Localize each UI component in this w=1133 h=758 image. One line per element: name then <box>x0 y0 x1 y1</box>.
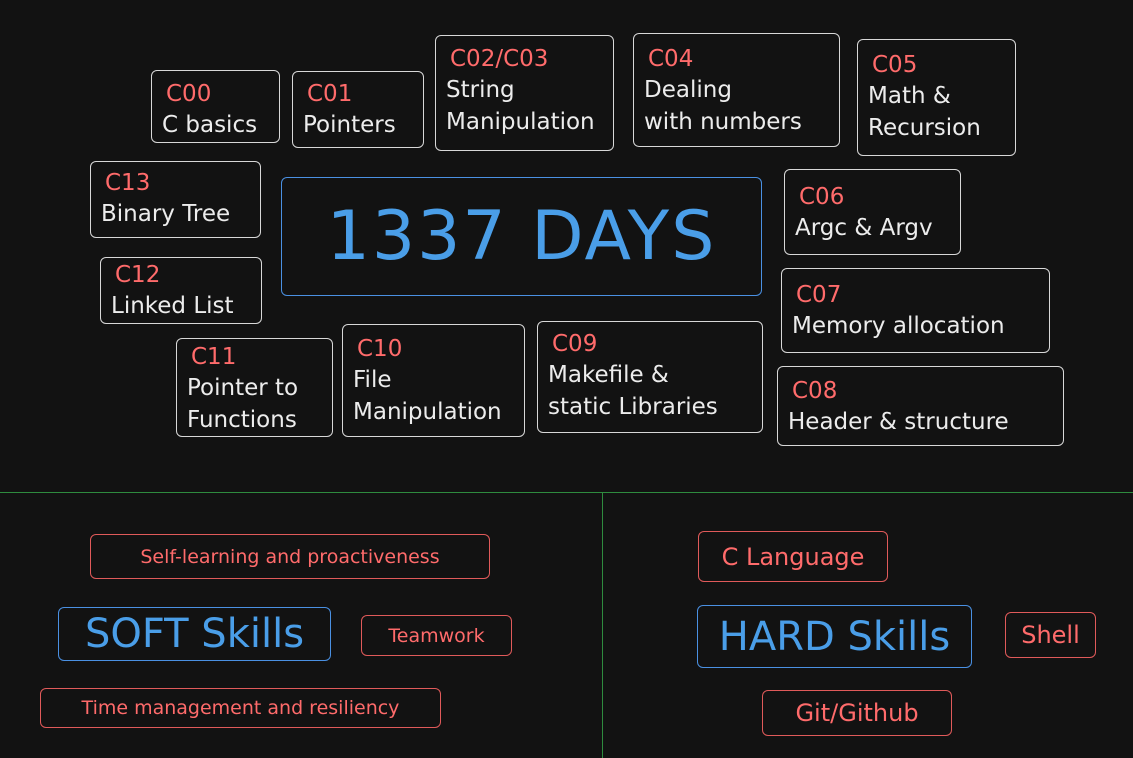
module-code: C00 <box>166 81 212 107</box>
module-code: C01 <box>307 81 353 107</box>
hard-skills-heading: HARD Skills <box>697 605 972 668</box>
module-title-line-2: static Libraries <box>548 394 718 420</box>
module-c02-c03: C02/C03 String Manipulation <box>435 35 614 151</box>
module-title: Memory allocation <box>792 313 1005 339</box>
section-divider-horizontal <box>0 492 1133 493</box>
module-title-line-2: Functions <box>187 407 297 433</box>
module-c13: C13 Binary Tree <box>90 161 261 238</box>
soft-skill-teamwork: Teamwork <box>361 615 512 656</box>
hard-skill-shell: Shell <box>1005 612 1096 658</box>
module-c09: C09 Makefile & static Libraries <box>537 321 763 433</box>
module-c06: C06 Argc & Argv <box>784 169 961 255</box>
module-title-line-1: String <box>446 77 515 103</box>
soft-skill-self-learning: Self-learning and proactiveness <box>90 534 490 579</box>
module-title-line-1: File <box>353 367 392 393</box>
module-title-line-1: Dealing <box>644 77 732 103</box>
module-c00: C00 C basics <box>151 70 280 143</box>
module-title: Linked List <box>111 293 234 319</box>
module-title-line-2: Recursion <box>868 115 981 141</box>
module-title-line-2: Manipulation <box>353 399 502 425</box>
module-code: C10 <box>357 336 403 362</box>
hard-skill-git-github: Git/Github <box>762 690 952 736</box>
module-c08: C08 Header & structure <box>777 366 1064 446</box>
main-title: 1337 DAYS <box>281 177 762 296</box>
module-title-line-2: with numbers <box>644 109 802 135</box>
module-title: Header & structure <box>788 409 1009 435</box>
soft-skill-time-management: Time management and resiliency <box>40 688 441 728</box>
section-divider-vertical <box>602 492 603 758</box>
module-code: C13 <box>105 170 151 196</box>
module-code: C09 <box>552 331 598 357</box>
module-c05: C05 Math & Recursion <box>857 39 1016 156</box>
module-c11: C11 Pointer to Functions <box>176 338 333 437</box>
module-title-line-2: Manipulation <box>446 109 595 135</box>
module-title: C basics <box>162 112 258 138</box>
module-code: C11 <box>191 344 237 370</box>
module-c12: C12 Linked List <box>100 257 262 324</box>
module-code: C06 <box>799 184 845 210</box>
module-title-line-1: Math & <box>868 83 951 109</box>
module-code: C12 <box>115 262 161 288</box>
module-c01: C01 Pointers <box>292 71 424 148</box>
module-code: C05 <box>872 52 918 78</box>
module-title-line-1: Makefile & <box>548 362 669 388</box>
module-code: C02/C03 <box>450 46 549 72</box>
module-code: C04 <box>648 46 694 72</box>
module-title: Argc & Argv <box>795 215 933 241</box>
module-title: Binary Tree <box>101 201 231 227</box>
module-code: C07 <box>796 282 842 308</box>
module-code: C08 <box>792 378 838 404</box>
module-title: Pointers <box>303 112 396 138</box>
module-title-line-1: Pointer to <box>187 375 299 401</box>
module-c07: C07 Memory allocation <box>781 268 1050 353</box>
module-c04: C04 Dealing with numbers <box>633 33 840 147</box>
soft-skills-heading: SOFT Skills <box>58 607 331 661</box>
hard-skill-c-language: C Language <box>698 531 888 582</box>
module-c10: C10 File Manipulation <box>342 324 525 437</box>
